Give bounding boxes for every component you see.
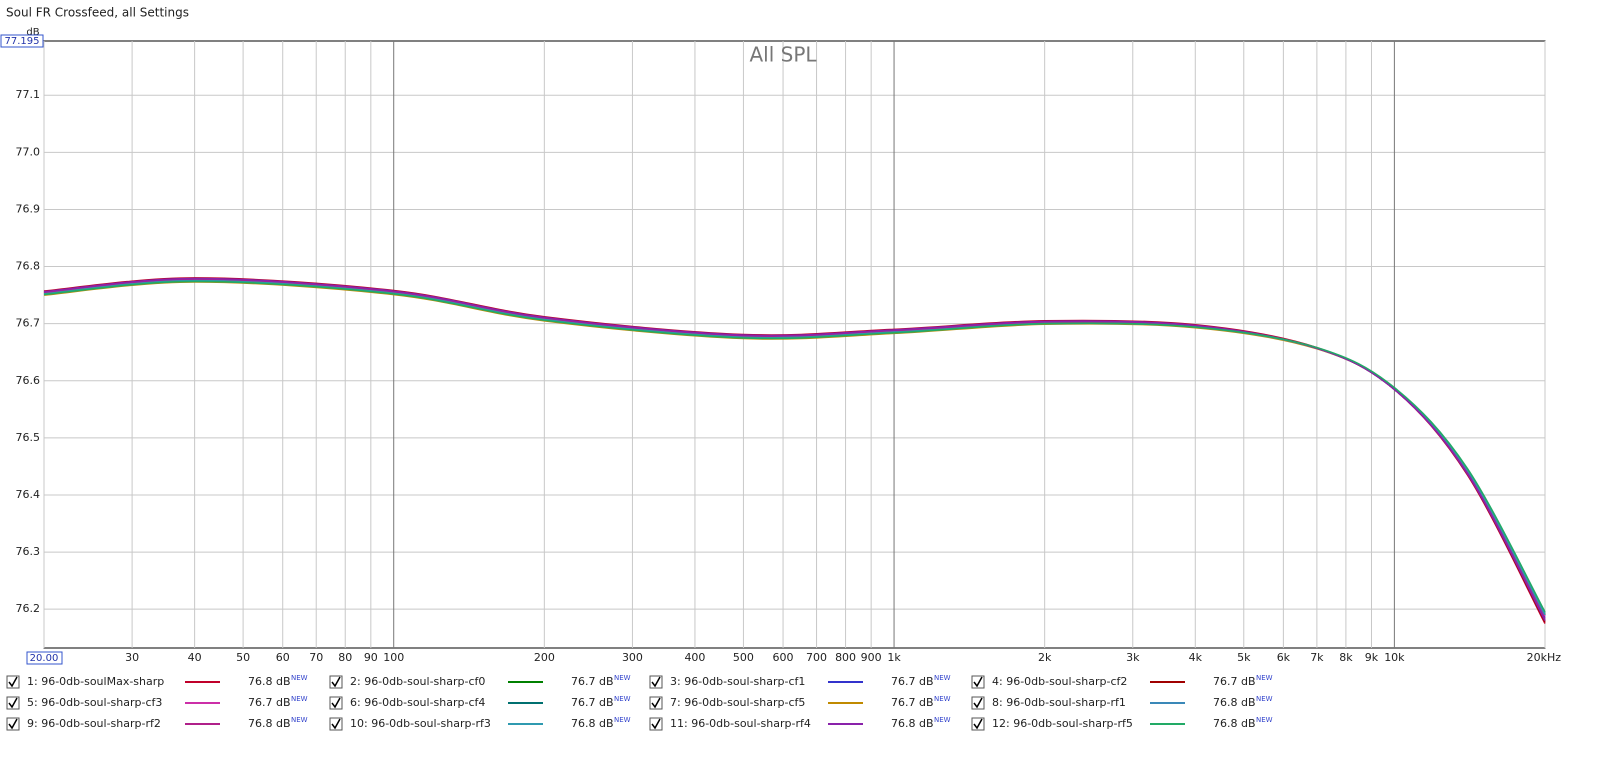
legend-readout: 76.7 dB xyxy=(248,696,291,709)
x-tick-label: 800 xyxy=(835,651,856,664)
x-tick-label: 8k xyxy=(1339,651,1353,664)
legend-badge: NEW xyxy=(291,716,308,724)
x-tick-label: 6k xyxy=(1277,651,1291,664)
legend-badge: NEW xyxy=(1256,674,1273,682)
legend-label: 2: 96-0db-soul-sharp-cf0 xyxy=(350,675,485,688)
legend-readout: 76.7 dB xyxy=(891,696,934,709)
legend-label: 5: 96-0db-soul-sharp-cf3 xyxy=(27,696,162,709)
legend-check xyxy=(331,718,341,730)
y-tick-label: 77.1 xyxy=(16,88,41,101)
x-tick-label: 10k xyxy=(1384,651,1405,664)
legend-badge: NEW xyxy=(1256,695,1273,703)
legend-readout: 76.7 dB xyxy=(571,675,614,688)
legend-check xyxy=(8,718,18,730)
legend-badge: NEW xyxy=(614,695,631,703)
window-title: Soul FR Crossfeed, all Settings xyxy=(6,6,189,20)
x-tick-label: 2k xyxy=(1038,651,1052,664)
x-tick-label: 300 xyxy=(622,651,643,664)
y-tick-label: 76.4 xyxy=(16,488,41,501)
legend-readout: 76.8 dB xyxy=(1213,696,1256,709)
series-line xyxy=(43,280,1546,613)
x-tick-label: 60 xyxy=(276,651,290,664)
x-tick-label: 30 xyxy=(125,651,139,664)
legend-readout: 76.8 dB xyxy=(891,717,934,730)
legend-check xyxy=(8,676,18,688)
y-axis-label: dB xyxy=(26,27,39,38)
legend-check xyxy=(8,697,18,709)
y-limit-box xyxy=(0,34,44,48)
x-tick-label: 500 xyxy=(733,651,754,664)
x-tick-label: 80 xyxy=(338,651,352,664)
legend-check xyxy=(973,718,983,730)
legend-badge: NEW xyxy=(1256,716,1273,724)
legend-badge: NEW xyxy=(934,674,951,682)
legend-readout: 76.7 dB xyxy=(571,696,614,709)
x-limit-box xyxy=(26,651,63,665)
y-tick-label: 77.0 xyxy=(16,145,41,158)
legend-badge: NEW xyxy=(291,695,308,703)
legend-label: 8: 96-0db-soul-sharp-rf1 xyxy=(992,696,1126,709)
legend-label: 3: 96-0db-soul-sharp-cf1 xyxy=(670,675,805,688)
x-tick-label: 5k xyxy=(1237,651,1251,664)
legend-readout: 76.8 dB xyxy=(248,717,291,730)
legend-label: 4: 96-0db-soul-sharp-cf2 xyxy=(992,675,1127,688)
legend-badge: NEW xyxy=(934,716,951,724)
x-tick-label: 50 xyxy=(236,651,250,664)
legend-check xyxy=(973,697,983,709)
legend-check xyxy=(973,676,983,688)
x-tick-label: 100 xyxy=(383,651,404,664)
legend-label: 11: 96-0db-soul-sharp-rf4 xyxy=(670,717,811,730)
y-tick-label: 76.3 xyxy=(16,545,41,558)
legend-check xyxy=(651,718,661,730)
y-tick-label: 76.9 xyxy=(16,202,41,215)
y-tick-label: 76.2 xyxy=(16,602,41,615)
x-tick-label: 200 xyxy=(534,651,555,664)
x-tick-label: 400 xyxy=(684,651,705,664)
x-tick-label: 900 xyxy=(861,651,882,664)
legend-badge: NEW xyxy=(614,674,631,682)
x-tick-label: 20.00 xyxy=(30,653,59,664)
y-tick-label: 76.6 xyxy=(16,374,41,387)
legend-badge: NEW xyxy=(934,695,951,703)
y-tick-label: 76.8 xyxy=(16,260,41,273)
legend-check xyxy=(651,697,661,709)
legend-readout: 76.8 dB xyxy=(248,675,291,688)
legend-check xyxy=(651,676,661,688)
series-line xyxy=(43,277,1546,621)
legend-label: 1: 96-0db-soulMax-sharp xyxy=(27,675,164,688)
y-tick-label: 76.7 xyxy=(16,317,41,330)
x-tick-label: 40 xyxy=(188,651,202,664)
y-tick-label: 76.5 xyxy=(16,431,41,444)
legend-readout: 76.8 dB xyxy=(571,717,614,730)
x-tick-label: 600 xyxy=(773,651,794,664)
legend-label: 6: 96-0db-soul-sharp-cf4 xyxy=(350,696,485,709)
legend-label: 7: 96-0db-soul-sharp-cf5 xyxy=(670,696,805,709)
legend-label: 10: 96-0db-soul-sharp-rf3 xyxy=(350,717,491,730)
chart-title: All SPL xyxy=(749,43,817,67)
legend-readout: 76.7 dB xyxy=(891,675,934,688)
x-tick-label: 20kHz xyxy=(1527,651,1562,664)
legend-label: 12: 96-0db-soul-sharp-rf5 xyxy=(992,717,1133,730)
legend-check xyxy=(331,676,341,688)
x-tick-label: 3k xyxy=(1126,651,1140,664)
x-tick-label: 1k xyxy=(887,651,901,664)
legend-readout: 76.8 dB xyxy=(1213,717,1256,730)
y-tick-label: 77.195 xyxy=(5,36,40,47)
x-tick-label: 7k xyxy=(1310,651,1324,664)
plot-frame xyxy=(43,40,1546,649)
x-tick-label: 700 xyxy=(806,651,827,664)
x-tick-label: 90 xyxy=(364,651,378,664)
x-tick-label: 70 xyxy=(309,651,323,664)
legend-badge: NEW xyxy=(614,716,631,724)
grid xyxy=(43,41,1546,648)
x-tick-label: 4k xyxy=(1189,651,1203,664)
x-tick-label: 9k xyxy=(1365,651,1379,664)
legend-label: 9: 96-0db-soul-sharp-rf2 xyxy=(27,717,161,730)
legend-check xyxy=(331,697,341,709)
legend-readout: 76.7 dB xyxy=(1213,675,1256,688)
legend-badge: NEW xyxy=(291,674,308,682)
